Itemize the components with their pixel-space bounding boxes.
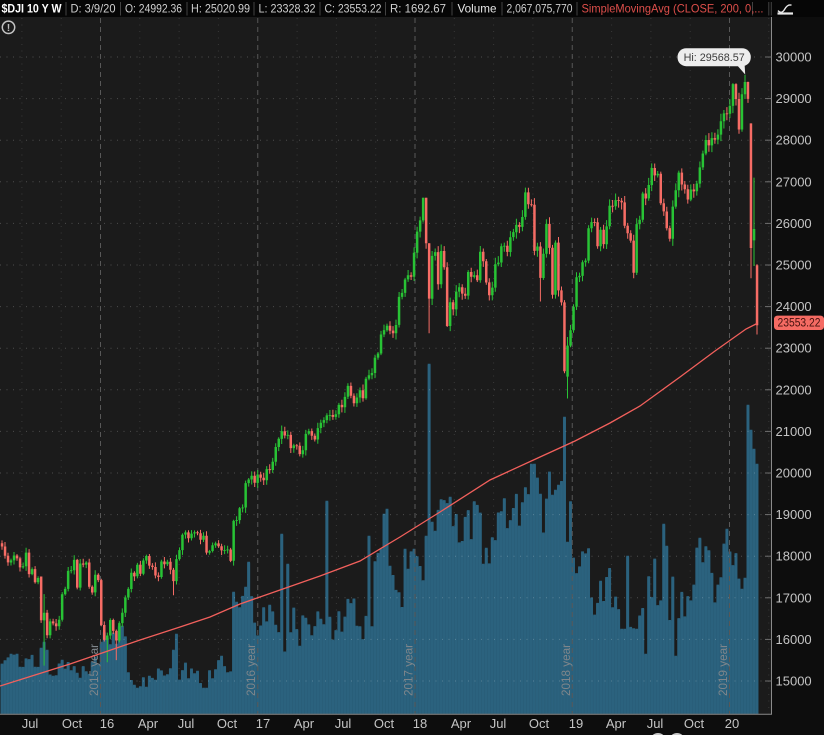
svg-text:L: 23328.32: L: 23328.32 [259, 2, 316, 16]
svg-text:2018 year: 2018 year [561, 644, 573, 696]
svg-text:29000: 29000 [776, 91, 812, 106]
svg-text:Jul: Jul [22, 716, 39, 731]
svg-text:D: 3/9/20: D: 3/9/20 [71, 2, 116, 16]
svg-text:2017 year: 2017 year [404, 644, 416, 696]
svg-text:Jul: Jul [647, 716, 664, 731]
svg-text:16000: 16000 [776, 632, 812, 647]
svg-text:25000: 25000 [776, 258, 812, 273]
svg-text:27000: 27000 [776, 174, 812, 189]
svg-text:21000: 21000 [776, 424, 812, 439]
svg-text:20: 20 [725, 716, 739, 731]
svg-text:19: 19 [569, 716, 583, 731]
svg-text:H: 25020.99: H: 25020.99 [191, 2, 250, 16]
svg-text:16: 16 [100, 716, 114, 731]
svg-text:Oct: Oct [217, 716, 238, 731]
svg-text:2015 year: 2015 year [89, 644, 101, 696]
svg-text:Oct: Oct [529, 716, 550, 731]
svg-text:!: ! [7, 22, 11, 34]
svg-text:O: 24992.36: O: 24992.36 [125, 2, 182, 16]
svg-text:18: 18 [413, 716, 427, 731]
svg-text:Jul: Jul [178, 716, 195, 731]
svg-text:2019 year: 2019 year [718, 644, 730, 696]
svg-text:30000: 30000 [776, 50, 812, 65]
svg-text:Volume: Volume [458, 2, 497, 16]
svg-text:Hi: 29568.57: Hi: 29568.57 [684, 52, 745, 64]
svg-text:$DJI 10 Y W: $DJI 10 Y W [2, 2, 63, 16]
svg-text:SimpleMovingAvg (CLOSE, 200, 0: SimpleMovingAvg (CLOSE, 200, 0,... [582, 2, 764, 16]
svg-text:Jul: Jul [490, 716, 507, 731]
svg-text:Apr: Apr [294, 716, 315, 731]
svg-text:18000: 18000 [776, 549, 812, 564]
svg-text:Apr: Apr [451, 716, 472, 731]
svg-text:17000: 17000 [776, 590, 812, 605]
svg-text:R: 1692.67: R: 1692.67 [390, 2, 446, 16]
svg-text:15000: 15000 [776, 674, 812, 689]
svg-text:28000: 28000 [776, 133, 812, 148]
svg-text:C: 23553.22: C: 23553.22 [325, 2, 382, 16]
svg-text:23000: 23000 [776, 341, 812, 356]
svg-text:Oct: Oct [62, 716, 83, 731]
svg-text:Apr: Apr [606, 716, 627, 731]
svg-text:17: 17 [256, 716, 270, 731]
svg-text:22000: 22000 [776, 382, 812, 397]
svg-text:23553.22: 23553.22 [778, 316, 821, 330]
svg-text:24000: 24000 [776, 299, 812, 314]
svg-text:Oct: Oct [374, 716, 395, 731]
svg-text:Jul: Jul [335, 716, 352, 731]
svg-text:19000: 19000 [776, 507, 812, 522]
svg-text:2016 year: 2016 year [246, 644, 258, 696]
svg-text:Oct: Oct [684, 716, 705, 731]
svg-text:26000: 26000 [776, 216, 812, 231]
svg-text:20000: 20000 [776, 466, 812, 481]
svg-text:2,067,075,770: 2,067,075,770 [507, 2, 573, 16]
svg-text:Apr: Apr [138, 716, 159, 731]
